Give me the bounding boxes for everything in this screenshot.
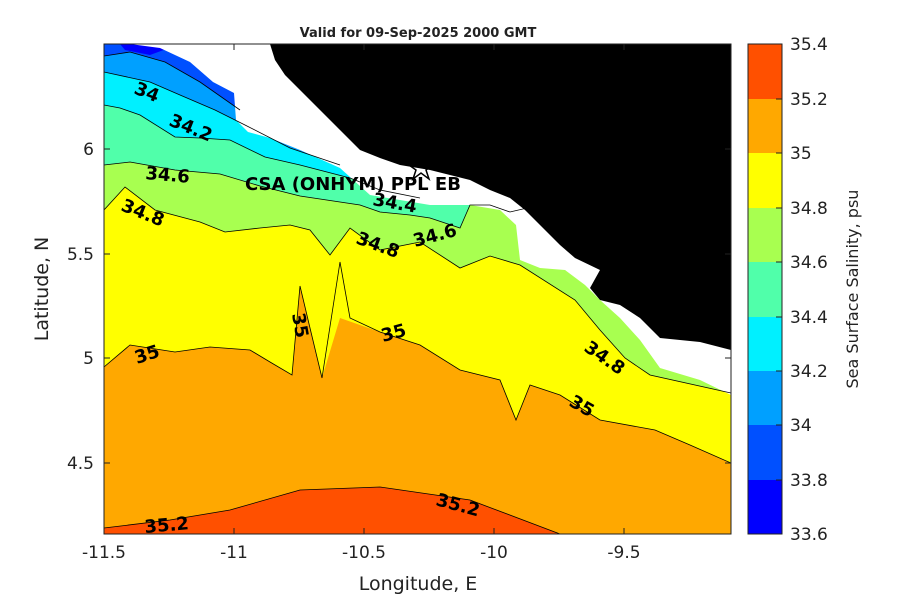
colorbar: 35.4 35.2 35 34.8 34.6 34.4 34.2 34 33.8…: [747, 35, 862, 545]
colorbar-band-34.6-34.8: [748, 208, 782, 262]
x-tick-label: -10.5: [342, 543, 386, 563]
colorbar-tick-label: 35.4: [790, 35, 828, 55]
colorbar-tick-label: 33.6: [790, 525, 828, 545]
x-tick-label: -11: [220, 543, 248, 563]
colorbar-band-33.6-33.8: [748, 480, 782, 534]
y-axis-label: Latitude, N: [31, 237, 53, 342]
y-tick-label: 5: [83, 349, 94, 369]
colorbar-band-34.0-34.2: [748, 371, 782, 425]
colorbar-tick-label: 34.6: [790, 253, 828, 273]
colorbar-tick-label: 34.2: [790, 362, 828, 382]
colorbar-band-34.2-34.4: [748, 317, 782, 371]
colorbar-frame: [747, 43, 783, 535]
land-mass: [270, 44, 731, 350]
colorbar-band-34.4-34.6: [748, 262, 782, 317]
y-tick-label: 5.5: [67, 245, 94, 265]
contour-lines: [104, 51, 731, 534]
map-title: Valid for 09-Sep-2025 2000 GMT: [300, 26, 537, 41]
x-tick-label: -11.5: [82, 543, 126, 563]
colorbar-tick-label: 34.8: [790, 199, 828, 219]
contour-label-35.2: 35.2: [144, 513, 190, 538]
map-area: 34 34.2 34.6 34.4 34.8 34.8 34.6 35 35 3…: [104, 44, 731, 538]
colorbar-tick-label: 34.4: [790, 308, 828, 328]
contour-line-35.2: [104, 486, 561, 534]
colorbar-tick-label: 35: [790, 144, 812, 164]
colorbar-label: Sea Surface Salinity, psu: [843, 190, 862, 389]
x-axis-label: Longitude, E: [359, 573, 478, 595]
colorbar-band-33.8-34.0: [748, 425, 782, 480]
plot-frame: [103, 43, 732, 535]
colorbar-band-35.2-35.4: [748, 44, 782, 99]
x-tick-label: -10: [480, 543, 508, 563]
contour-label-34.6: 34.6: [145, 163, 191, 188]
contour-line-34.4: [104, 104, 421, 199]
colorbar-tick-label: 33.8: [790, 471, 828, 491]
colorbar-tick-label: 35.2: [790, 90, 828, 110]
contour-line-34.8: [104, 186, 731, 394]
x-axis: [103, 44, 625, 534]
colorbar-band-35.0-35.2: [748, 99, 782, 153]
station-label: CSA (ONHYM) PPL EB: [245, 174, 461, 195]
contour-line-34.6: [104, 161, 541, 229]
y-tick-label: 6: [83, 140, 94, 160]
contour-line-35: [104, 261, 731, 464]
y-axis: [104, 148, 731, 464]
contour-line-34.2: [104, 71, 341, 166]
star-icon: [406, 153, 436, 182]
colorbar-band-34.8-35.0: [748, 153, 782, 208]
colorbar-tick-label: 34: [790, 416, 812, 436]
x-tick-label: -9.5: [607, 543, 640, 563]
contour-label-35: 35: [287, 311, 312, 339]
contour-line-34: [104, 51, 241, 111]
y-tick-label: 4.5: [67, 454, 94, 474]
